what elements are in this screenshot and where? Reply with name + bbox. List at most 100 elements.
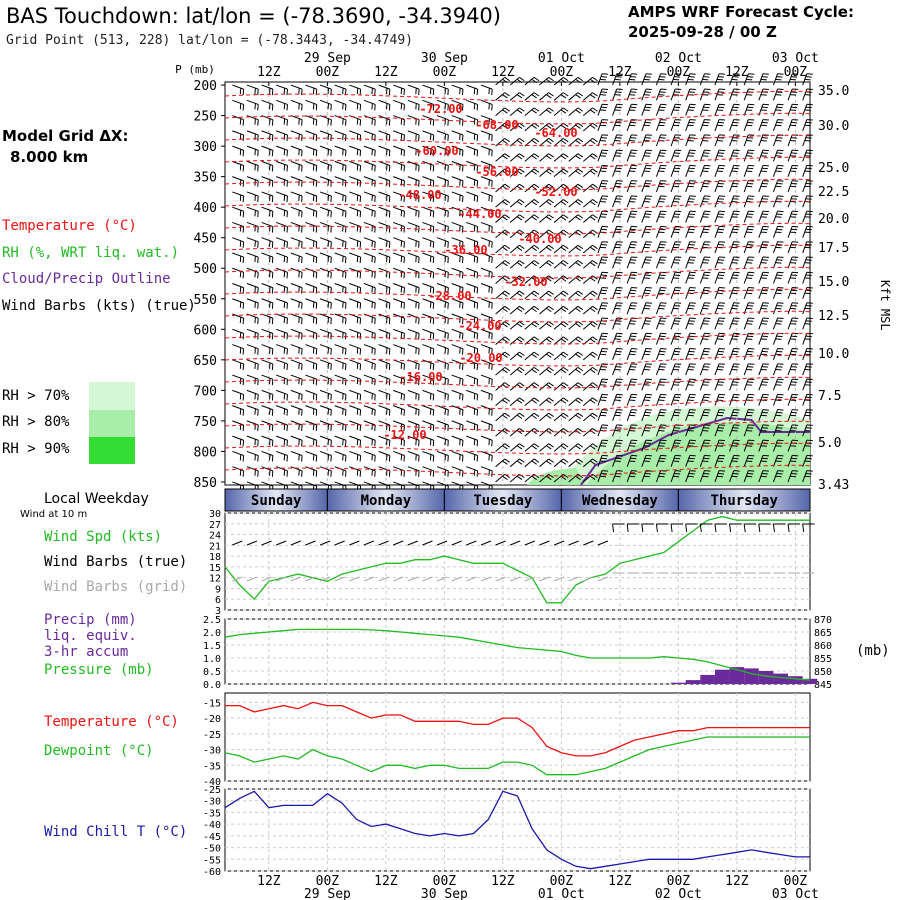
wind-barb-flag xyxy=(575,475,581,480)
surface-grid-barb xyxy=(524,576,535,582)
wind-barb-flag xyxy=(589,475,596,480)
wind-barb-flag xyxy=(589,185,596,190)
wind-barb xyxy=(480,328,493,334)
wind-barb xyxy=(393,145,405,151)
wind-barb xyxy=(319,450,332,456)
wind-barb xyxy=(436,145,449,151)
wind-barb xyxy=(407,405,420,411)
wind-barb xyxy=(276,328,288,334)
wind-barb xyxy=(319,221,332,228)
wind-barb xyxy=(378,99,391,105)
wind-barb-flag xyxy=(548,366,554,372)
wind-barb-flag xyxy=(504,321,510,326)
wind-barb-flag xyxy=(502,460,508,465)
wind-barb xyxy=(539,290,549,300)
grid-point-subtitle: Grid Point (513, 228) lat/lon = (-78.344… xyxy=(6,33,413,48)
wind-barb xyxy=(363,160,376,166)
wind-barb xyxy=(246,283,259,289)
precip-legend: Precip (mm) xyxy=(44,612,137,628)
wind-barb xyxy=(451,481,464,487)
wind-barb xyxy=(524,260,535,269)
wind-barb xyxy=(509,321,520,330)
page-title: BAS Touchdown: lat/lon = (-78.3690, -34.… xyxy=(6,4,501,28)
wind-barb xyxy=(480,359,493,365)
wind-barb xyxy=(466,313,478,319)
wind-barb xyxy=(422,435,434,441)
wind-barb xyxy=(436,99,449,105)
bottom-hour-label: 12Z xyxy=(374,874,398,889)
wind-barb xyxy=(553,366,564,376)
wind-barb xyxy=(422,481,434,487)
surface-wind-barb xyxy=(334,540,345,546)
wind-barb xyxy=(363,328,376,334)
wind-barb xyxy=(509,382,520,391)
surface-wind-barb xyxy=(290,540,301,546)
wind-barb-flag xyxy=(533,244,540,250)
wind-barb xyxy=(407,389,420,395)
wind-barb-flag xyxy=(502,139,508,145)
wind-barb xyxy=(422,389,434,395)
wind-barbs-group xyxy=(232,73,813,493)
wind-barb xyxy=(319,252,332,258)
wind-barb xyxy=(480,420,493,426)
isotherm xyxy=(224,134,811,147)
wind-barb xyxy=(334,84,347,90)
wind-barb xyxy=(539,76,549,86)
precip-bar xyxy=(685,680,701,684)
wind-panel-ytick-label: 3 xyxy=(215,606,221,617)
wind-barb xyxy=(568,199,579,208)
isotherm-label: -52.00 xyxy=(534,185,577,199)
wind-barb xyxy=(495,412,506,422)
height-tick-label: 20.0 xyxy=(818,212,849,227)
wind-barb xyxy=(582,458,593,468)
bottom-date-label: 02 Oct xyxy=(655,887,702,900)
wind-barb xyxy=(363,130,376,136)
wind-barb xyxy=(261,344,274,350)
wind-10m-label: Wind at 10 m xyxy=(20,509,88,520)
bottom-hour-label: 12Z xyxy=(725,874,749,889)
wind-barb xyxy=(568,290,579,300)
wind-barb-flag xyxy=(546,323,552,328)
wind-barb-flag xyxy=(504,122,510,127)
wind-barb-flag xyxy=(519,428,525,433)
wind-barb-flag xyxy=(546,246,552,251)
wind-barb xyxy=(407,450,420,456)
wind-barb-flag xyxy=(589,368,596,374)
wind-barb xyxy=(363,221,376,228)
wind-barb-flag xyxy=(575,307,581,313)
wind-barb-flag xyxy=(548,382,554,387)
wind-barb xyxy=(319,283,332,289)
wind-barb xyxy=(232,84,244,90)
wind-barb xyxy=(319,420,332,426)
pressure-tick-label: 600 xyxy=(194,323,217,338)
wind-barb-flag xyxy=(519,290,525,295)
precip-bar xyxy=(802,678,818,684)
wind-barb-flag xyxy=(504,137,510,143)
wind-barb-flag xyxy=(516,94,523,99)
wind-barb xyxy=(334,221,347,228)
wind-barb xyxy=(349,99,361,105)
wind-barb-flag xyxy=(502,246,508,251)
wind-barb xyxy=(539,138,549,147)
wind-barb xyxy=(290,252,303,258)
wind-barb-flag xyxy=(575,78,581,84)
wind-barb xyxy=(553,260,564,269)
wind-barb xyxy=(246,176,259,182)
wind-barb-flag xyxy=(531,170,537,175)
wind-barb xyxy=(495,199,506,208)
wind-barb-flag xyxy=(519,76,525,82)
wind-barb xyxy=(568,382,579,391)
wind-barb xyxy=(524,443,535,452)
wind-barb-flag xyxy=(519,305,525,311)
wind-barb xyxy=(319,328,332,334)
wind-barb-flag xyxy=(562,443,569,448)
wind-barb xyxy=(363,450,376,456)
pressure-ytick-label: 855 xyxy=(814,654,832,665)
wind-barb-flag xyxy=(519,458,525,463)
wind-barb xyxy=(246,130,259,136)
wind-barb xyxy=(422,221,434,228)
isotherm-label: -24.00 xyxy=(458,319,501,333)
precip-bar xyxy=(671,682,686,684)
wind-barb xyxy=(568,107,579,116)
wind-barb xyxy=(509,244,520,254)
